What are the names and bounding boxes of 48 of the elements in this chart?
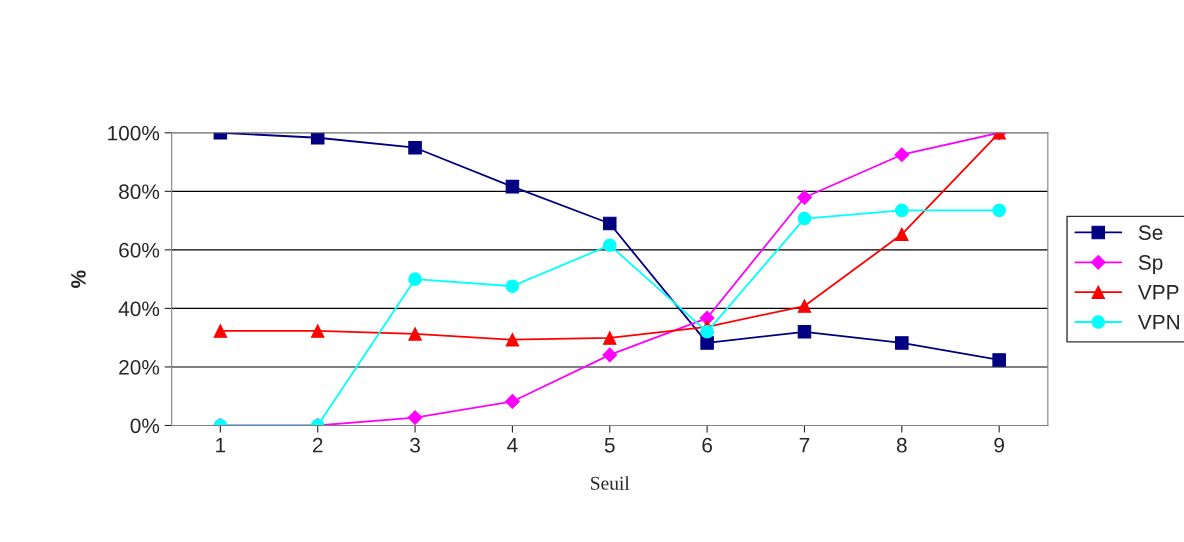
y-tick-label: 60% bbox=[119, 242, 160, 258]
x-tick-label: 1 bbox=[216, 438, 226, 453]
y-tick-label: 100% bbox=[108, 125, 160, 141]
point bbox=[797, 211, 812, 226]
point bbox=[505, 394, 520, 409]
point bbox=[408, 140, 422, 155]
legend-label: VPP bbox=[1137, 285, 1179, 300]
x-axis-title: Seuil bbox=[591, 476, 630, 490]
point bbox=[895, 227, 909, 242]
point bbox=[505, 279, 520, 293]
x-tick-label: 8 bbox=[896, 437, 907, 453]
point bbox=[310, 324, 325, 338]
point bbox=[505, 332, 520, 347]
x-tick-label: 7 bbox=[799, 438, 810, 453]
y-tick-label: 80% bbox=[119, 184, 160, 200]
point bbox=[797, 299, 812, 313]
point bbox=[408, 327, 422, 341]
point bbox=[894, 147, 910, 163]
y-axis-title: % bbox=[71, 270, 86, 288]
legend-label: VPN bbox=[1137, 314, 1179, 330]
point bbox=[895, 336, 909, 350]
point bbox=[992, 203, 1006, 218]
point bbox=[700, 325, 714, 339]
x-tick-label: 9 bbox=[994, 437, 1004, 453]
x-tick-label: 2 bbox=[312, 437, 323, 453]
point bbox=[505, 179, 520, 194]
point bbox=[602, 347, 618, 363]
point bbox=[992, 353, 1006, 367]
y-tick-label: 40% bbox=[118, 301, 160, 317]
x-tick-label: 6 bbox=[702, 437, 712, 453]
point bbox=[602, 216, 617, 231]
point bbox=[408, 272, 422, 286]
legend-label: Sp bbox=[1138, 255, 1163, 274]
point bbox=[602, 331, 617, 345]
point bbox=[310, 132, 325, 145]
x-tick-label: 5 bbox=[604, 438, 615, 453]
y-tick-label: 0% bbox=[130, 418, 160, 434]
point bbox=[602, 238, 617, 252]
point bbox=[895, 203, 909, 218]
x-tick-label: 3 bbox=[410, 437, 420, 453]
point bbox=[213, 324, 228, 338]
point bbox=[797, 325, 812, 339]
y-tick-label: 20% bbox=[119, 359, 160, 375]
legend-label: Se bbox=[1138, 225, 1163, 240]
point bbox=[797, 190, 812, 205]
point bbox=[700, 336, 714, 350]
x-tick-label: 4 bbox=[507, 438, 518, 453]
point bbox=[407, 410, 423, 425]
